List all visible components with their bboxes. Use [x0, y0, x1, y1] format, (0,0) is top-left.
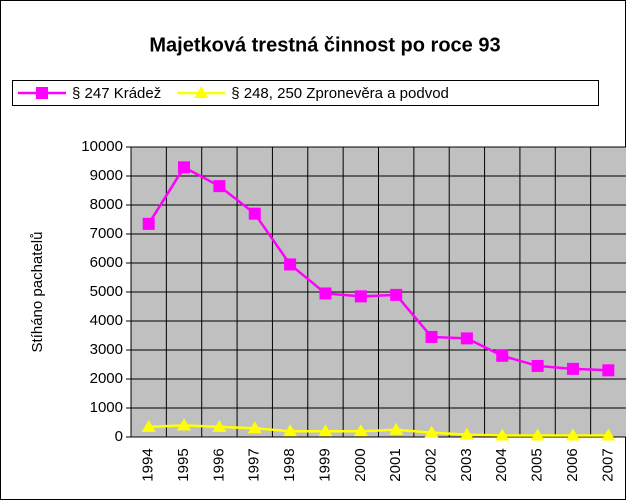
series-line: [148, 424, 609, 437]
legend-label: § 247 Krádež: [72, 85, 161, 102]
point: [354, 290, 367, 303]
point: [602, 364, 615, 377]
legend-marker: [36, 87, 48, 99]
x-tick-label: 2001: [387, 448, 404, 481]
point: [495, 428, 510, 441]
point: [142, 217, 155, 230]
x-tick-label: 1996: [210, 448, 227, 481]
legend-box: [12, 80, 599, 106]
y-tick-label: 4000: [90, 312, 123, 329]
x-tick-label: 2000: [352, 448, 369, 481]
point: [177, 418, 192, 431]
point: [284, 258, 297, 271]
chart-title: Majetková trestná činnost po roce 93: [149, 34, 500, 56]
point: [601, 428, 616, 441]
x-tick-label: 2006: [564, 448, 581, 481]
point: [531, 359, 544, 372]
x-tick-label: 1997: [246, 448, 263, 481]
point: [530, 428, 545, 441]
y-tick-label: 0: [115, 428, 123, 445]
y-tick-label: 6000: [90, 254, 123, 271]
x-tick-label: 1999: [316, 448, 333, 481]
y-axis-label: Stíháno pachatelů: [29, 232, 46, 353]
x-tick-label: 2005: [529, 448, 546, 481]
x-tick-label: 1994: [140, 448, 157, 481]
y-tick-label: 9000: [90, 167, 123, 184]
x-tick-label: 2003: [458, 448, 475, 481]
x-tick-label: 2002: [423, 448, 440, 481]
y-tick-label: 1000: [90, 399, 123, 416]
point: [459, 427, 474, 440]
legend-label: § 248, 250 Zpronevěra a podvod: [231, 85, 449, 102]
point: [178, 161, 191, 174]
y-tick-label: 10000: [81, 138, 123, 155]
y-tick-label: 7000: [90, 225, 123, 242]
point: [318, 424, 333, 437]
y-tick-label: 5000: [90, 283, 123, 300]
point: [496, 349, 509, 362]
x-tick-label: 1995: [175, 448, 192, 481]
x-tick-label: 1998: [281, 448, 298, 481]
point: [389, 422, 404, 435]
point: [390, 288, 403, 301]
y-tick-label: 3000: [90, 341, 123, 358]
point: [424, 425, 439, 438]
point: [247, 421, 262, 434]
point: [425, 330, 438, 343]
legend-marker: [194, 86, 209, 98]
point: [460, 332, 473, 345]
point: [248, 207, 261, 220]
point: [212, 419, 227, 432]
point: [213, 180, 226, 193]
x-tick-label: 2007: [599, 448, 616, 481]
point: [565, 428, 580, 441]
point: [566, 362, 579, 375]
y-tick-label: 8000: [90, 196, 123, 213]
point: [141, 419, 156, 432]
y-tick-label: 2000: [90, 370, 123, 387]
x-tick-label: 2004: [493, 448, 510, 481]
point: [283, 424, 298, 437]
point: [319, 287, 332, 300]
point: [353, 424, 368, 437]
